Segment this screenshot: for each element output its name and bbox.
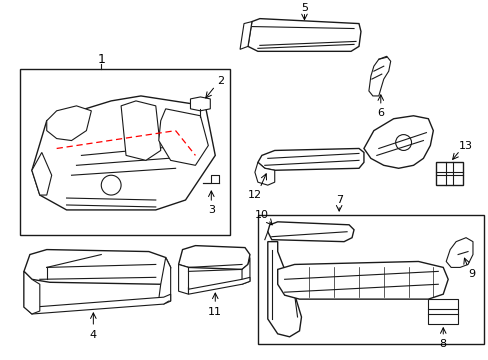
Text: 1: 1 bbox=[97, 53, 105, 66]
Polygon shape bbox=[47, 106, 91, 140]
Polygon shape bbox=[190, 97, 210, 111]
Polygon shape bbox=[277, 261, 447, 299]
Text: 9: 9 bbox=[468, 269, 474, 279]
Bar bbox=[20, 69, 230, 235]
Polygon shape bbox=[32, 294, 170, 314]
Polygon shape bbox=[254, 162, 274, 185]
Polygon shape bbox=[363, 116, 432, 168]
Polygon shape bbox=[178, 265, 188, 294]
Text: 10: 10 bbox=[254, 210, 268, 220]
Polygon shape bbox=[435, 162, 462, 185]
Text: 6: 6 bbox=[377, 108, 384, 118]
Polygon shape bbox=[267, 222, 353, 242]
Text: 8: 8 bbox=[439, 339, 446, 349]
Text: 5: 5 bbox=[300, 3, 307, 13]
Polygon shape bbox=[121, 101, 161, 160]
Text: 3: 3 bbox=[207, 205, 214, 215]
Polygon shape bbox=[159, 109, 208, 165]
Polygon shape bbox=[32, 96, 215, 210]
Polygon shape bbox=[240, 22, 251, 49]
Polygon shape bbox=[368, 56, 390, 96]
Polygon shape bbox=[32, 152, 52, 195]
Text: 11: 11 bbox=[208, 307, 222, 317]
Bar bbox=[257, 215, 483, 344]
Polygon shape bbox=[257, 148, 363, 170]
Polygon shape bbox=[159, 257, 170, 304]
Polygon shape bbox=[188, 277, 249, 294]
Polygon shape bbox=[24, 249, 170, 284]
Text: 4: 4 bbox=[90, 330, 97, 340]
Polygon shape bbox=[446, 238, 472, 267]
Text: 13: 13 bbox=[458, 141, 472, 152]
Polygon shape bbox=[427, 299, 457, 324]
Polygon shape bbox=[24, 271, 40, 314]
Polygon shape bbox=[247, 19, 360, 51]
Polygon shape bbox=[242, 257, 249, 284]
Polygon shape bbox=[178, 246, 249, 269]
Polygon shape bbox=[24, 271, 32, 314]
Text: 2: 2 bbox=[216, 76, 224, 86]
Text: 7: 7 bbox=[335, 195, 342, 205]
Text: 12: 12 bbox=[247, 190, 262, 200]
Polygon shape bbox=[267, 242, 301, 337]
